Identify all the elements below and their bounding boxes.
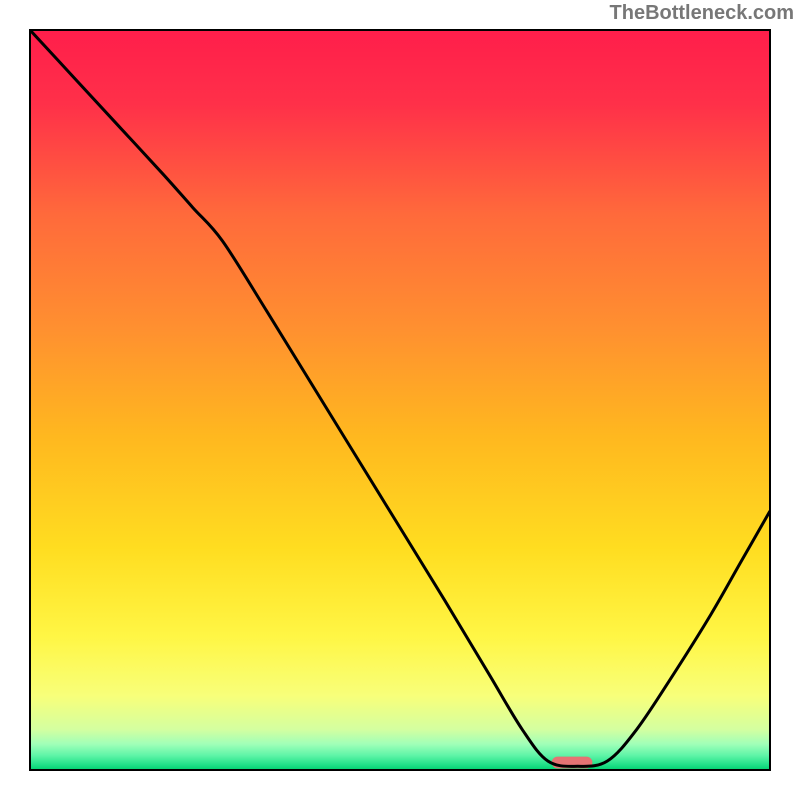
chart-container: TheBottleneck.com	[0, 0, 800, 800]
gradient-background	[30, 30, 770, 770]
watermark-text: TheBottleneck.com	[610, 2, 794, 25]
bottleneck-chart	[0, 0, 800, 800]
